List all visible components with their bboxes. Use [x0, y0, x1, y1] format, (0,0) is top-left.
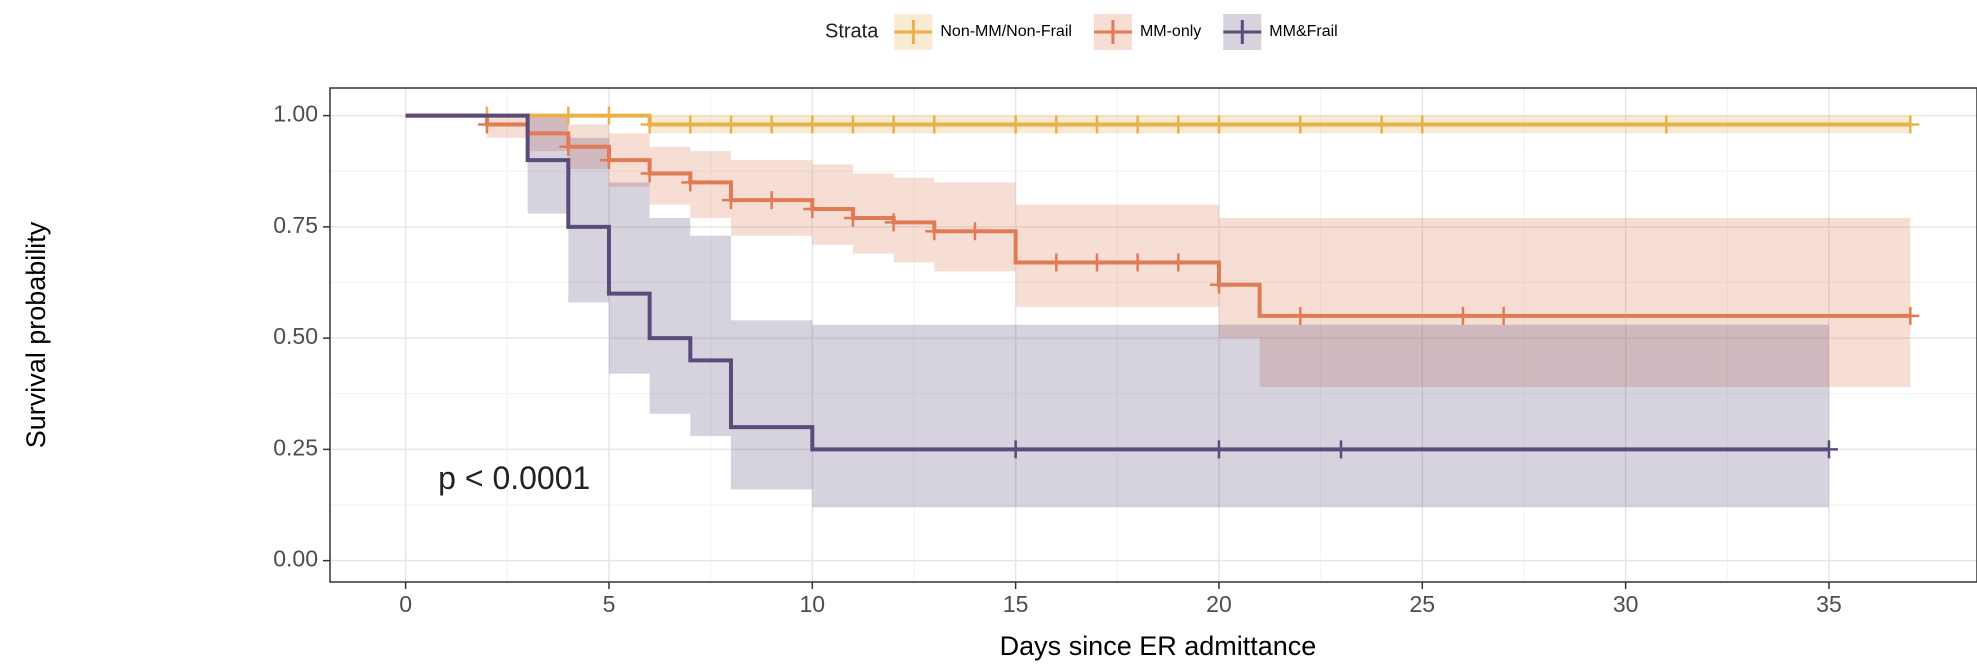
censor-mark [1819, 440, 1838, 459]
censor-mark [1087, 253, 1106, 272]
censor-mark [1169, 253, 1188, 272]
confidence-band [690, 235, 731, 437]
censor-mark [1047, 115, 1066, 134]
censor-mark [1291, 115, 1310, 134]
confidence-band [893, 177, 935, 263]
x-tick-label: 15 [1003, 591, 1029, 617]
censor-mark [559, 106, 578, 125]
y-tick-label: 0.50 [273, 323, 318, 349]
censor-mark [965, 222, 984, 241]
legend-label: MM&Frail [1269, 23, 1337, 40]
censor-mark [721, 191, 740, 210]
censor-mark [1901, 306, 1920, 325]
annotation: p < 0.0001 [438, 460, 590, 496]
x-tick-label: 25 [1410, 591, 1436, 617]
censor-mark [681, 115, 700, 134]
censor-mark [1372, 115, 1391, 134]
censor-mark [762, 191, 781, 210]
confidence-band [1015, 204, 1219, 307]
y-axis-title: Survival probability [21, 221, 51, 448]
confidence-band [730, 320, 813, 490]
x-tick-label: 20 [1206, 591, 1232, 617]
confidence-band [812, 324, 1829, 508]
confidence-band [812, 164, 853, 245]
confidence-band [568, 137, 609, 303]
censor-mark [640, 164, 659, 183]
censor-mark [884, 115, 903, 134]
censor-mark [1209, 115, 1228, 134]
censor-mark [1331, 440, 1350, 459]
censor-mark [559, 137, 578, 156]
censor-mark [599, 151, 618, 170]
censor-mark [1006, 115, 1025, 134]
censor-mark [925, 115, 944, 134]
confidence-band [1218, 217, 1260, 339]
confidence-band [649, 146, 691, 205]
y-tick-label: 0.00 [273, 546, 318, 572]
censor-mark [1128, 253, 1147, 272]
survival-curve [405, 113, 1829, 452]
censor-mark [1087, 115, 1106, 134]
censor-mark [1047, 253, 1066, 272]
censor-mark [681, 173, 700, 192]
censor-mark [1169, 115, 1188, 134]
legend-key-symbol [894, 20, 933, 44]
confidence-band [690, 151, 731, 218]
censor-mark [1128, 115, 1147, 134]
panel-border [329, 87, 1977, 583]
confidence-band [649, 217, 691, 414]
y-tick-label: 0.25 [273, 434, 318, 460]
plot-panel [330, 88, 1977, 582]
confidence-band [486, 115, 528, 138]
censor-mark [721, 115, 740, 134]
confidence-band [1259, 217, 1911, 388]
x-tick-label: 35 [1816, 591, 1842, 617]
censor-mark [1494, 306, 1513, 325]
censor-mark [1413, 115, 1432, 134]
censor-mark [762, 115, 781, 134]
confidence-band [852, 173, 894, 254]
x-tick-label: 5 [603, 591, 616, 617]
censor-mark [1209, 440, 1228, 459]
censor-mark [640, 115, 659, 134]
censor-mark [925, 222, 944, 241]
legend-key-symbol [1223, 20, 1262, 44]
x-tick-label: 10 [800, 591, 826, 617]
y-tick-label: 1.00 [273, 101, 318, 127]
censor-mark [1291, 306, 1310, 325]
confidence-band [527, 115, 569, 214]
censor-mark [477, 115, 496, 134]
confidence-band [608, 182, 650, 374]
censor-mark [884, 213, 903, 232]
y-tick-label: 0.75 [273, 212, 318, 238]
censor-mark [1453, 306, 1472, 325]
censor-mark [1901, 115, 1920, 134]
x-tick-label: 0 [399, 591, 412, 617]
censor-mark [803, 115, 822, 134]
censor-mark [1657, 115, 1676, 134]
x-tick-label: 30 [1613, 591, 1639, 617]
censor-mark [843, 115, 862, 134]
censor-mark [1006, 440, 1025, 459]
legend-label: MM-only [1140, 23, 1201, 40]
censor-mark [843, 208, 862, 227]
x-axis-title: Days since ER admittance [1000, 631, 1317, 661]
censor-mark [599, 106, 618, 125]
legend-label: Non-MM/Non-Frail [940, 23, 1072, 40]
legend-key-symbol [1093, 20, 1132, 44]
censor-mark [1209, 275, 1228, 294]
legend-title: Strata [825, 20, 879, 42]
censor-mark [803, 200, 822, 219]
